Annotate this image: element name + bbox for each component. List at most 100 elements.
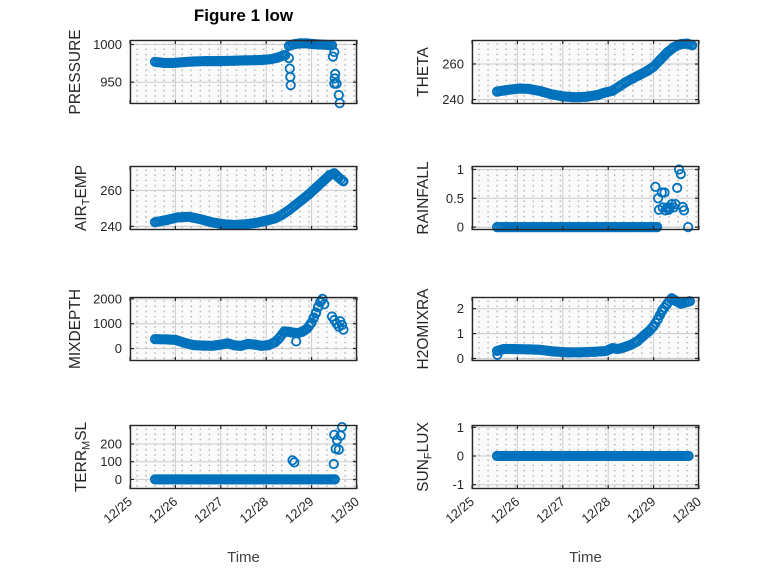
x-tick-label: 12/28 bbox=[237, 494, 272, 526]
marker bbox=[283, 53, 294, 64]
plot-area: 950 1000 PRESSURE bbox=[67, 29, 358, 115]
data-series bbox=[149, 293, 349, 351]
marker bbox=[329, 78, 340, 89]
axes-box bbox=[129, 296, 358, 362]
marker bbox=[329, 46, 340, 58]
y-tick-label: 2 bbox=[457, 301, 464, 316]
y-tick-label: 0 bbox=[457, 351, 464, 366]
plot-area: -1 0 1 12/25 12/26 12/27 12/28 12/29 12/30 SUNFLU… bbox=[415, 420, 704, 526]
y-tick-label: 0 bbox=[115, 341, 122, 356]
marker bbox=[285, 80, 296, 91]
marker bbox=[336, 319, 348, 331]
marker bbox=[492, 349, 503, 360]
subplot-pressure: 950 1000 PRESSURE bbox=[67, 29, 358, 115]
x-tick-label: 12/27 bbox=[191, 494, 226, 526]
y-tick-label: 260 bbox=[442, 57, 464, 72]
y-tick-label: 0 bbox=[457, 448, 464, 463]
axes-box bbox=[471, 424, 700, 490]
y-tick-label: 1 bbox=[457, 162, 464, 177]
y-tick-label: 0 bbox=[457, 220, 464, 235]
x-axis-title-right: Time bbox=[569, 549, 602, 566]
y-tick-label: 2000 bbox=[93, 291, 122, 306]
marker bbox=[659, 187, 670, 198]
y-axis-label: SUNFLUX bbox=[415, 422, 435, 492]
plot-area: 240 260 THETA bbox=[415, 38, 700, 107]
y-tick-label: 0 bbox=[115, 472, 122, 487]
marker bbox=[338, 176, 349, 187]
subplot-terr-msl: 0 100 200 12/25 12/26 12/27 12/28 12/29 12/30 TER… bbox=[73, 421, 362, 526]
x-tick-label: 12/28 bbox=[579, 494, 614, 526]
data-series bbox=[149, 38, 345, 109]
subplot-air-temp: 240 260 AIRTEMP bbox=[73, 165, 358, 234]
marker bbox=[291, 336, 302, 347]
marker bbox=[650, 181, 661, 192]
y-tick-label: 1 bbox=[457, 326, 464, 341]
plot-area: 0 1000 2000 MIXDEPTH bbox=[67, 289, 358, 369]
marker bbox=[317, 293, 328, 304]
x-tick-label: 12/29 bbox=[282, 494, 317, 526]
marker bbox=[675, 169, 686, 180]
marker bbox=[336, 422, 348, 433]
x-tick-label: 12/30 bbox=[669, 494, 704, 526]
y-axis-label: MIXDEPTH bbox=[67, 289, 84, 369]
marker bbox=[285, 71, 296, 83]
y-axis-label: THETA bbox=[415, 47, 432, 97]
marker bbox=[678, 205, 690, 216]
plot-area: 0 0.5 1 RAINFALL bbox=[415, 161, 700, 235]
y-tick-label: 950 bbox=[100, 75, 122, 90]
marker bbox=[683, 221, 694, 233]
y-tick-label: 1 bbox=[457, 420, 464, 435]
y-tick-label: -1 bbox=[452, 477, 464, 492]
x-tick-label: 12/26 bbox=[488, 494, 523, 526]
plot-area: 0 100 200 12/25 12/26 12/27 12/28 12/29 12/30 TER… bbox=[73, 421, 362, 526]
data-series bbox=[149, 422, 348, 485]
x-tick-label: 12/25 bbox=[442, 494, 477, 526]
y-axis-label: TERRMSL bbox=[73, 421, 93, 492]
y-axis-label: PRESSURE bbox=[67, 29, 84, 114]
y-tick-label: 200 bbox=[100, 436, 122, 451]
data-series bbox=[149, 168, 349, 231]
x-tick-label: 12/26 bbox=[146, 494, 181, 526]
marker bbox=[284, 63, 295, 74]
y-tick-label: 100 bbox=[100, 454, 122, 469]
x-tick-label: 12/25 bbox=[100, 494, 135, 526]
data-series bbox=[491, 38, 698, 103]
axes-box bbox=[129, 424, 358, 490]
x-tick-label: 12/29 bbox=[624, 494, 659, 526]
x-axis-title-left: Time bbox=[227, 549, 260, 566]
y-tick-label: 1000 bbox=[93, 37, 122, 52]
subplot-rainfall: 0 0.5 1 RAINFALL bbox=[415, 161, 700, 235]
plot-area: 240 260 AIRTEMP bbox=[73, 165, 358, 234]
marker bbox=[333, 444, 344, 455]
data-series bbox=[491, 450, 694, 462]
axes-box bbox=[471, 39, 700, 105]
marker bbox=[673, 164, 685, 175]
y-tick-label: 0.5 bbox=[446, 191, 464, 206]
marker bbox=[657, 202, 668, 213]
marker bbox=[329, 429, 340, 440]
axes-box bbox=[129, 39, 358, 105]
marker bbox=[683, 450, 694, 462]
figure-title: Figure 1 low bbox=[193, 6, 294, 25]
data-series bbox=[491, 293, 695, 360]
marker bbox=[287, 455, 298, 466]
x-tick-label: 12/27 bbox=[533, 494, 568, 526]
marker bbox=[329, 474, 340, 485]
marker bbox=[338, 324, 349, 335]
subplot-mixdepth: 0 1000 2000 MIXDEPTH bbox=[67, 289, 358, 369]
data-series bbox=[491, 164, 694, 233]
axes-box bbox=[471, 296, 700, 362]
y-axis-label: RAINFALL bbox=[415, 161, 432, 235]
y-axis-label: H2OMIXRA bbox=[415, 288, 432, 370]
marker bbox=[333, 89, 344, 101]
marker bbox=[330, 68, 341, 80]
marker bbox=[319, 299, 330, 310]
subplot-sun-flux: -1 0 1 12/25 12/26 12/27 12/28 12/29 12/30 SUNFLU… bbox=[415, 420, 704, 526]
marker bbox=[329, 73, 340, 84]
marker bbox=[311, 307, 322, 318]
y-tick-label: 240 bbox=[100, 219, 122, 234]
y-tick-label: 260 bbox=[100, 183, 122, 198]
y-tick-label: 240 bbox=[442, 92, 464, 107]
subplot-theta: 240 260 THETA bbox=[415, 38, 700, 107]
